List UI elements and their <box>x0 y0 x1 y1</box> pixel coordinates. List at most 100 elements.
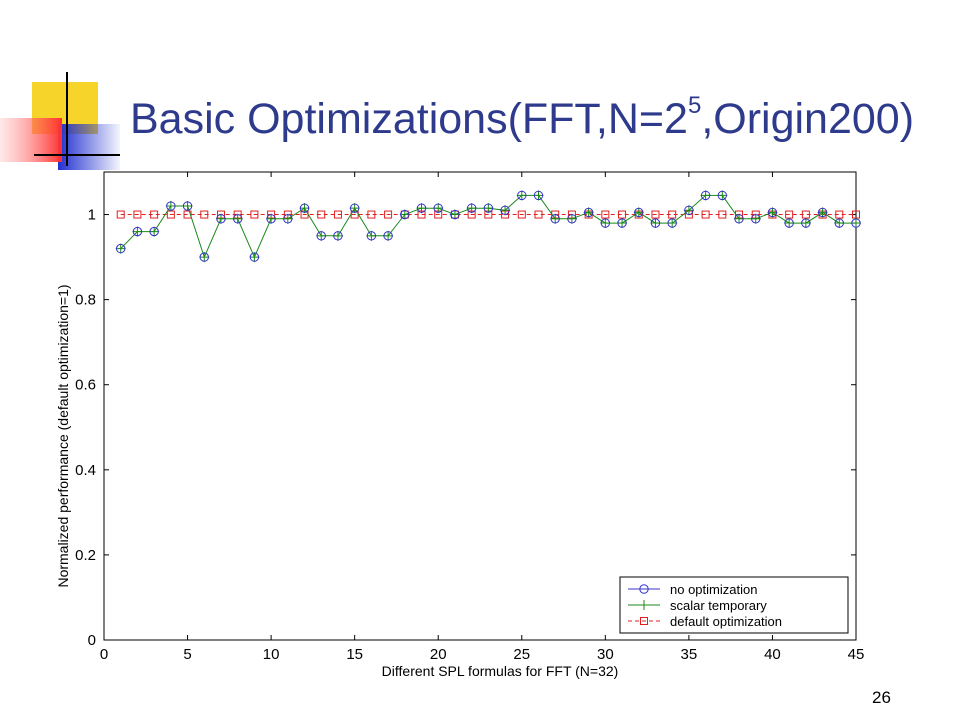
data-point-scalar-temporary <box>316 230 327 241</box>
data-point-no-optimization <box>466 203 477 213</box>
legend-label-no-optimization: no optimization <box>670 582 757 597</box>
data-point-no-optimization <box>400 209 410 220</box>
data-point-scalar-temporary <box>500 205 511 216</box>
data-point-scalar-temporary <box>667 218 678 229</box>
x-tick-label: 20 <box>430 646 447 663</box>
data-point-default-optimization <box>250 210 259 219</box>
data-point-default-optimization <box>116 210 125 219</box>
data-point-no-optimization <box>517 190 527 201</box>
y-tick-label: 0.4 <box>75 462 96 479</box>
data-point-scalar-temporary <box>299 203 310 214</box>
legend-label-scalar-temporary: scalar temporary <box>670 598 767 613</box>
data-point-no-optimization <box>650 218 661 228</box>
data-point-no-optimization <box>617 218 627 228</box>
data-point-scalar-temporary <box>449 209 460 220</box>
y-axis-label: Normalized performance (default optimiza… <box>55 284 71 587</box>
data-point-no-optimization <box>316 231 326 241</box>
x-tick-label: 30 <box>597 646 614 663</box>
data-point-default-optimization <box>133 210 142 219</box>
y-tick-label: 0.2 <box>75 547 96 564</box>
y-tick-label: 1 <box>88 207 96 224</box>
data-point-scalar-temporary <box>784 218 795 229</box>
data-point-default-optimization <box>183 210 192 219</box>
data-point-default-optimization <box>852 210 860 219</box>
x-tick-label: 5 <box>183 646 191 663</box>
data-point-no-optimization <box>266 214 276 224</box>
data-point-no-optimization <box>149 226 159 237</box>
data-point-default-optimization <box>701 210 710 219</box>
data-point-no-optimization <box>734 214 744 224</box>
data-point-no-optimization <box>483 203 494 213</box>
data-point-default-optimization <box>534 210 543 219</box>
data-point-scalar-temporary <box>650 218 661 229</box>
data-point-no-optimization <box>784 218 794 228</box>
data-point-default-optimization <box>618 210 627 219</box>
data-point-scalar-temporary <box>232 213 243 224</box>
data-point-scalar-temporary <box>483 203 494 214</box>
data-point-scalar-temporary <box>734 213 745 224</box>
blue-square <box>58 124 120 170</box>
data-point-default-optimization <box>384 210 393 219</box>
data-point-scalar-temporary <box>149 226 160 237</box>
legend-marker-no-optimization <box>639 584 649 594</box>
data-point-scalar-temporary <box>516 190 527 201</box>
data-point-no-optimization <box>834 218 844 228</box>
data-point-no-optimization <box>349 203 360 213</box>
data-point-no-optimization <box>166 201 176 211</box>
data-point-scalar-temporary <box>416 203 427 214</box>
data-point-scalar-temporary <box>683 205 694 216</box>
data-point-default-optimization <box>150 210 159 219</box>
slide-title: Basic Optimizations(FFT,N=25,Origin200) <box>130 92 915 143</box>
data-point-no-optimization <box>717 190 728 201</box>
data-point-no-optimization <box>634 207 644 218</box>
data-point-scalar-temporary <box>834 218 845 229</box>
data-point-scalar-temporary <box>399 209 410 220</box>
data-point-no-optimization <box>684 205 694 215</box>
data-point-default-optimization <box>317 210 326 219</box>
x-tick-label: 0 <box>100 646 108 663</box>
data-point-default-optimization <box>835 210 844 219</box>
data-point-default-optimization <box>718 210 727 219</box>
corner-decoration <box>0 72 120 170</box>
data-point-scalar-temporary <box>550 213 561 224</box>
data-point-no-optimization <box>700 190 711 201</box>
data-point-default-optimization <box>651 210 660 219</box>
y-tick-label: 0.6 <box>75 377 96 394</box>
data-point-no-optimization <box>416 203 427 213</box>
data-point-no-optimization <box>600 218 611 228</box>
data-point-scalar-temporary <box>767 207 778 218</box>
data-point-scalar-temporary <box>717 190 728 201</box>
data-point-default-optimization <box>367 210 376 219</box>
data-point-scalar-temporary <box>433 203 444 214</box>
data-point-no-optimization <box>182 201 193 211</box>
data-point-default-optimization <box>166 210 175 219</box>
data-point-no-optimization <box>583 207 594 218</box>
legend-marker-scalar-temporary <box>639 600 649 610</box>
data-point-default-optimization <box>785 210 794 219</box>
x-tick-label: 25 <box>513 646 530 663</box>
data-point-scalar-temporary <box>349 203 360 214</box>
data-point-scalar-temporary <box>249 252 260 263</box>
x-tick-label: 40 <box>764 646 781 663</box>
data-point-default-optimization <box>801 210 810 219</box>
data-point-no-optimization <box>767 207 778 218</box>
data-point-scalar-temporary <box>466 203 477 214</box>
data-point-no-optimization <box>450 209 460 220</box>
x-axis-label: Different SPL formulas for FFT (N=32) <box>382 663 619 679</box>
data-point-no-optimization <box>283 214 293 224</box>
data-point-scalar-temporary <box>700 190 711 201</box>
data-point-scalar-temporary <box>383 230 394 241</box>
data-point-scalar-temporary <box>199 252 210 263</box>
data-point-scalar-temporary <box>215 213 226 224</box>
data-point-no-optimization <box>817 207 828 218</box>
vertical-rule <box>66 72 68 166</box>
y-tick-label: 0 <box>88 632 96 649</box>
data-point-no-optimization <box>299 203 310 213</box>
data-point-no-optimization <box>383 231 393 241</box>
data-point-no-optimization <box>667 218 677 228</box>
data-point-no-optimization <box>851 218 861 228</box>
data-point-no-optimization <box>366 231 377 241</box>
plot-frame <box>103 171 857 641</box>
data-point-scalar-temporary <box>533 190 544 201</box>
